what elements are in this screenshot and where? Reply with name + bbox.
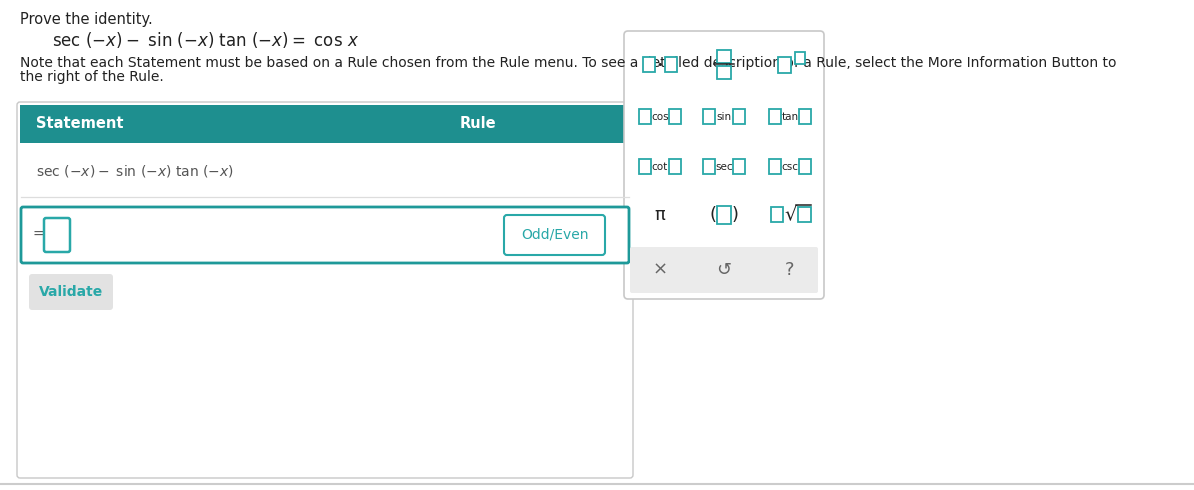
FancyBboxPatch shape	[44, 218, 70, 252]
FancyBboxPatch shape	[669, 160, 681, 174]
FancyBboxPatch shape	[665, 57, 677, 73]
Text: ): )	[732, 206, 739, 224]
FancyBboxPatch shape	[29, 274, 113, 310]
Text: Odd/Even: Odd/Even	[521, 228, 589, 242]
FancyBboxPatch shape	[504, 215, 605, 255]
Text: =: =	[32, 228, 44, 242]
FancyBboxPatch shape	[795, 52, 805, 64]
Text: ×: ×	[652, 261, 667, 279]
Text: cot: cot	[652, 162, 669, 172]
FancyBboxPatch shape	[17, 102, 633, 478]
FancyBboxPatch shape	[669, 109, 681, 124]
FancyBboxPatch shape	[718, 206, 731, 224]
FancyBboxPatch shape	[798, 207, 811, 222]
Text: √: √	[784, 204, 798, 223]
FancyBboxPatch shape	[630, 247, 818, 293]
Text: Statement: Statement	[36, 117, 123, 131]
Text: cos: cos	[651, 112, 669, 122]
Text: sec $(-x) -$ sin $(-x)$ tan $(-x) =$ cos $x$: sec $(-x) -$ sin $(-x)$ tan $(-x) =$ cos…	[53, 30, 359, 50]
FancyBboxPatch shape	[769, 160, 781, 174]
FancyBboxPatch shape	[771, 207, 783, 222]
FancyBboxPatch shape	[718, 67, 731, 79]
Text: •: •	[657, 60, 663, 70]
FancyBboxPatch shape	[703, 109, 715, 124]
Text: Note that each Statement must be based on a Rule chosen from the Rule menu. To s: Note that each Statement must be based o…	[20, 56, 1116, 70]
FancyBboxPatch shape	[733, 109, 745, 124]
Text: Validate: Validate	[39, 285, 103, 299]
Text: ↺: ↺	[716, 261, 732, 279]
Text: csc: csc	[782, 162, 799, 172]
Text: π: π	[654, 206, 665, 224]
FancyBboxPatch shape	[21, 207, 629, 263]
FancyBboxPatch shape	[777, 57, 790, 73]
Text: sec $(-x) -$ sin $(-x)$ tan $(-x)$: sec $(-x) -$ sin $(-x)$ tan $(-x)$	[36, 163, 234, 179]
FancyBboxPatch shape	[799, 109, 811, 124]
Bar	[20, 105, 630, 143]
Text: (: (	[709, 206, 716, 224]
FancyBboxPatch shape	[703, 160, 715, 174]
FancyBboxPatch shape	[639, 160, 651, 174]
FancyBboxPatch shape	[769, 109, 781, 124]
Text: sec: sec	[715, 162, 733, 172]
FancyBboxPatch shape	[733, 160, 745, 174]
FancyBboxPatch shape	[639, 109, 651, 124]
Text: sin: sin	[716, 112, 732, 122]
Text: the right of the Rule.: the right of the Rule.	[20, 70, 164, 84]
Text: ?: ?	[786, 261, 795, 279]
Text: Prove the identity.: Prove the identity.	[20, 12, 153, 27]
Text: tan: tan	[781, 112, 799, 122]
FancyBboxPatch shape	[624, 31, 824, 299]
FancyBboxPatch shape	[799, 160, 811, 174]
Text: Rule: Rule	[460, 117, 496, 131]
FancyBboxPatch shape	[644, 57, 656, 73]
FancyBboxPatch shape	[718, 50, 731, 64]
